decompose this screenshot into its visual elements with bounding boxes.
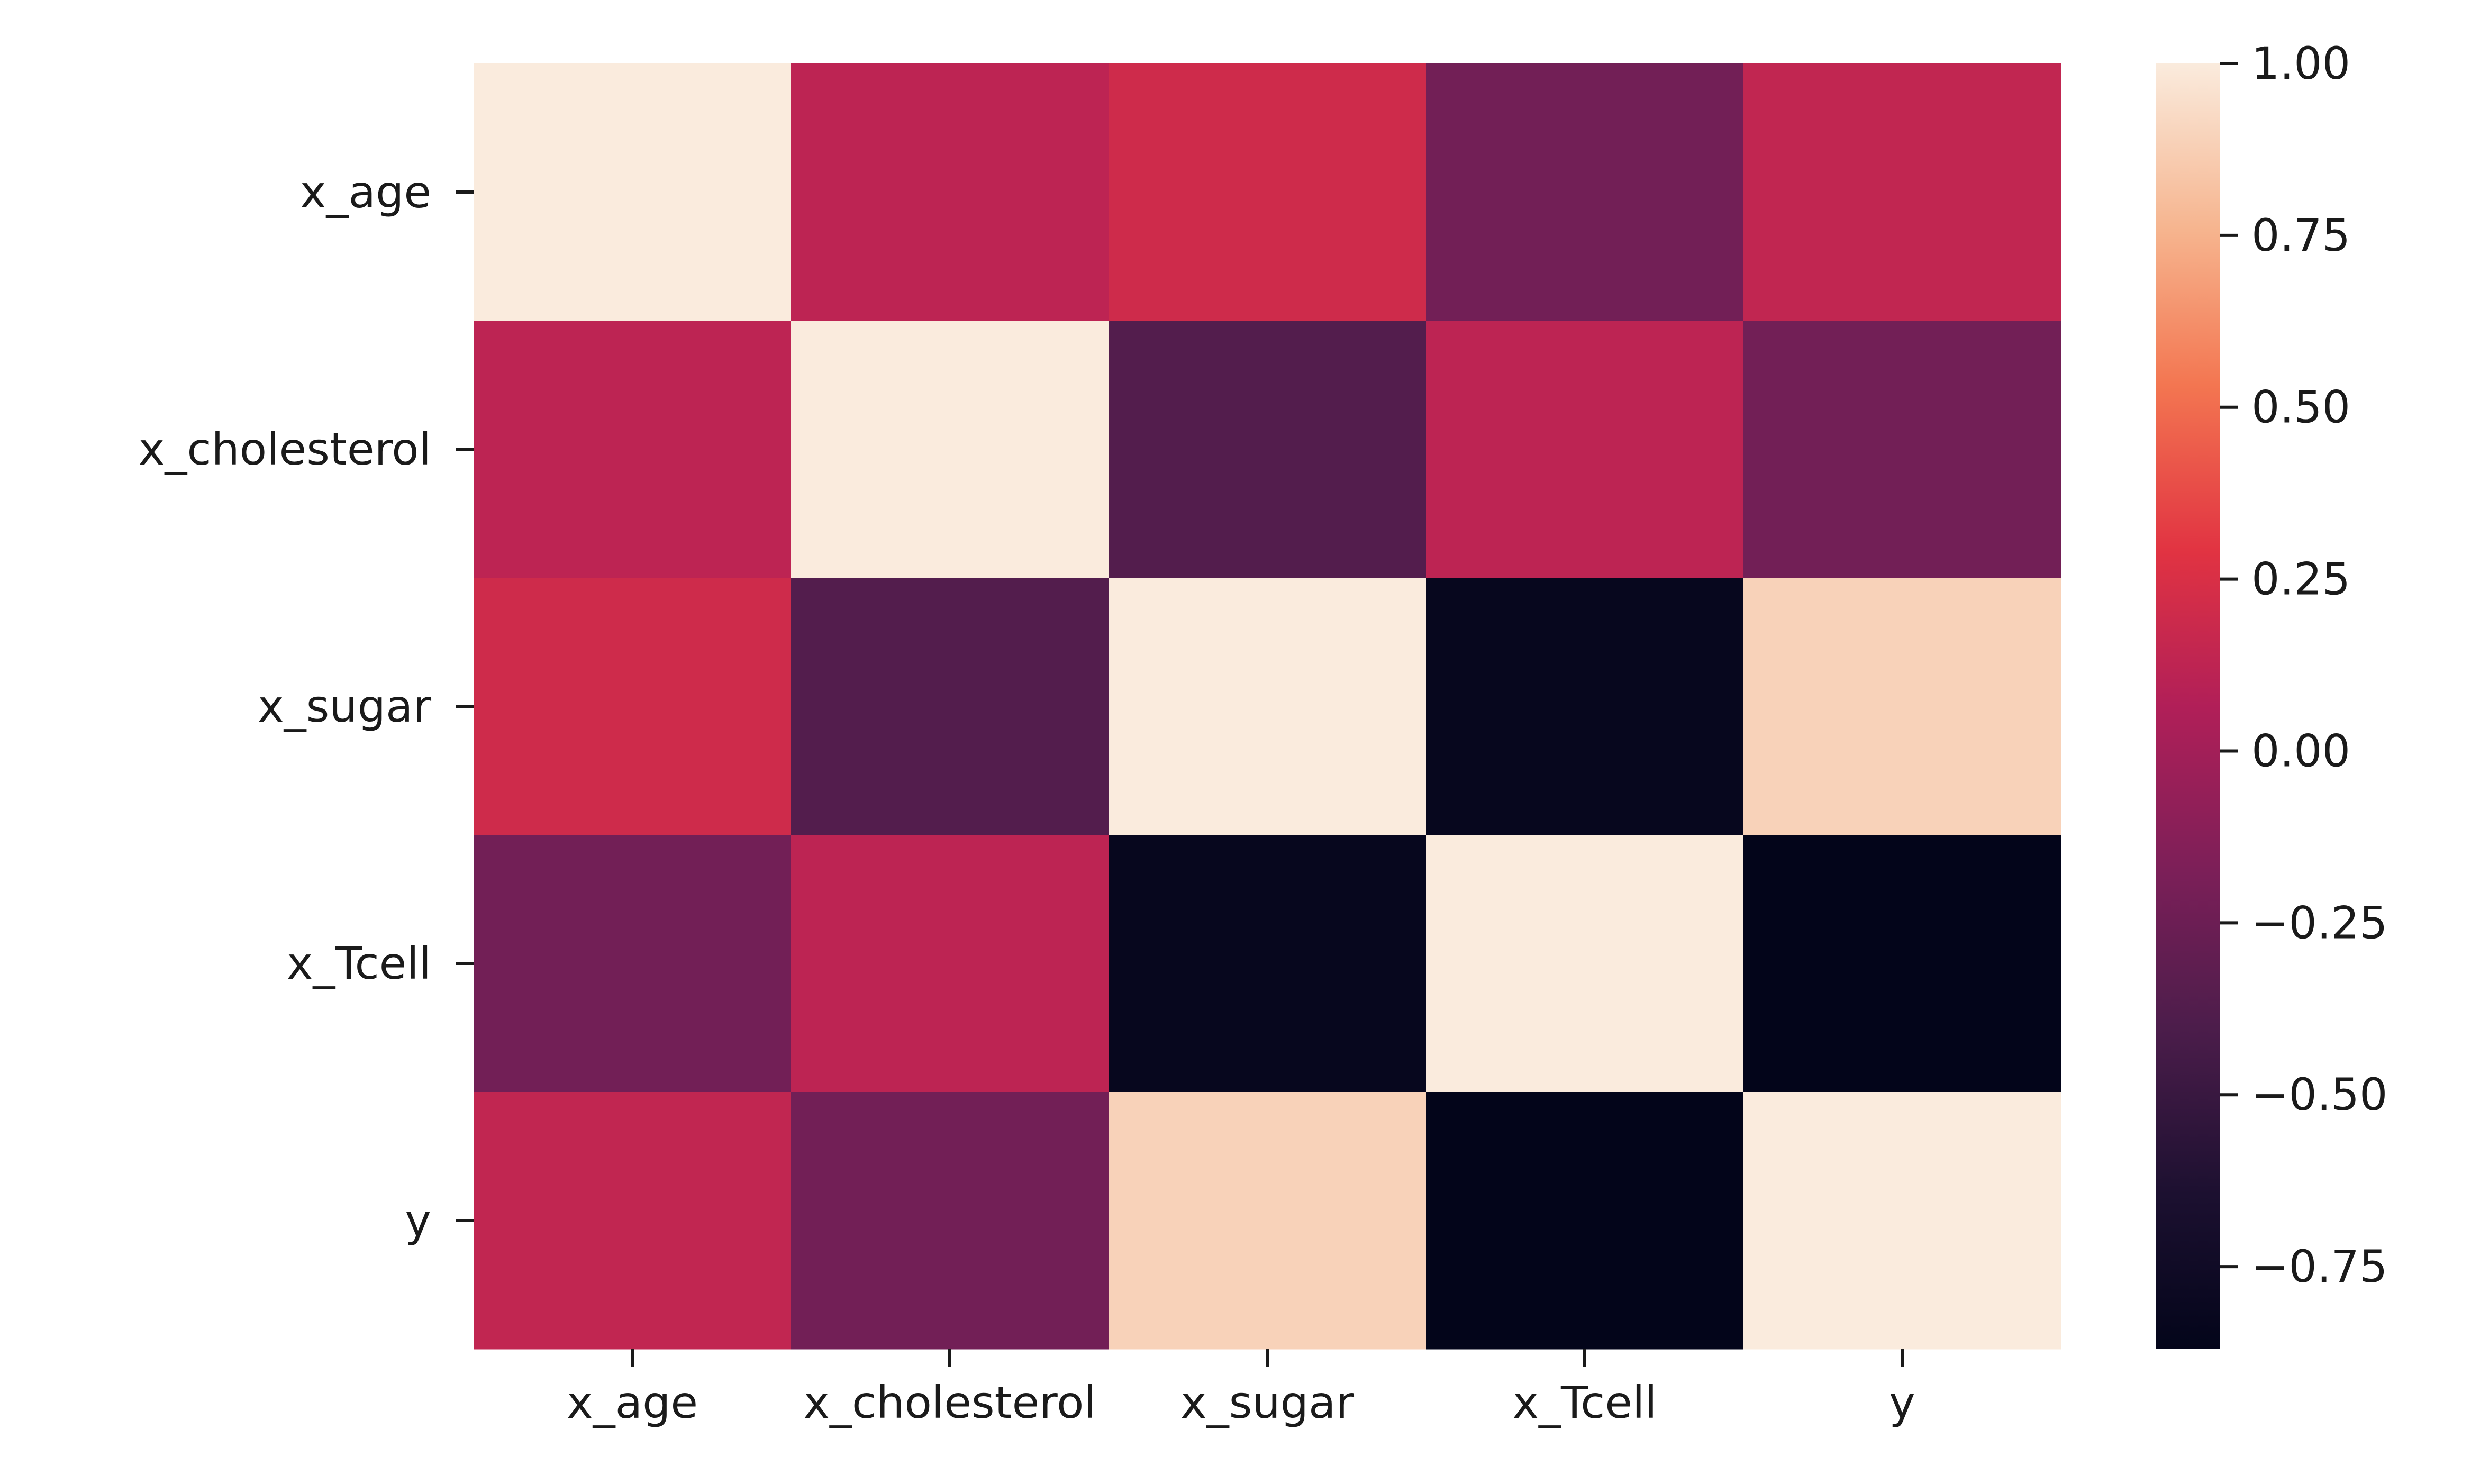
- heatmap-cell-1-1: [791, 321, 1109, 578]
- x-tick-label-3: x_Tcell: [1512, 1377, 1657, 1428]
- colorbar-tick-label-5: −0.25: [2251, 897, 2387, 949]
- colorbar-tick-label-1: 0.75: [2251, 210, 2350, 261]
- y-tick-label-2: x_sugar: [258, 680, 432, 732]
- x-tick-label-4: y: [1889, 1377, 1915, 1428]
- heatmap-cell-2-0: [474, 578, 792, 835]
- heatmap-cell-1-0: [474, 321, 792, 578]
- heatmap-cell-2-3: [1426, 578, 1744, 835]
- y-tick-label-0: x_age: [300, 166, 431, 218]
- colorbar-tick-label-3: 0.25: [2251, 553, 2350, 605]
- heatmap-cell-4-4: [1743, 1092, 2061, 1350]
- x-tick-label-0: x_age: [567, 1377, 698, 1428]
- heatmap-cell-0-1: [791, 63, 1109, 321]
- x-tick-label-1: x_cholesterol: [803, 1377, 1096, 1428]
- heatmap-cell-0-3: [1426, 63, 1744, 321]
- heatmap-cell-4-3: [1426, 1092, 1744, 1350]
- colorbar-tick-label-2: 0.50: [2251, 381, 2350, 433]
- colorbar-ticks: 1.00 0.75 0.50 0.25 0.00 −0.25 −0.50 −0.75: [2220, 38, 2387, 1292]
- x-axis-ticks: x_age x_cholesterol x_sugar x_Tcell y: [567, 1349, 1915, 1428]
- y-tick-label-1: x_cholesterol: [139, 423, 431, 475]
- y-tick-label-3: x_Tcell: [287, 937, 431, 989]
- colorbar-tick-label-6: −0.50: [2251, 1069, 2387, 1121]
- colorbar-tick-label-0: 1.00: [2251, 38, 2350, 89]
- heatmap-cell-4-0: [474, 1092, 792, 1350]
- heatmap-cell-0-4: [1743, 63, 2061, 321]
- heatmap-cell-0-0: [474, 63, 792, 321]
- heatmap-cell-1-2: [1109, 321, 1427, 578]
- heatmap-cell-3-3: [1426, 835, 1744, 1092]
- colorbar: [2156, 63, 2220, 1349]
- heatmap-cell-3-4: [1743, 835, 2061, 1092]
- colorbar-tick-label-7: −0.75: [2251, 1241, 2387, 1292]
- heatmap-cell-1-4: [1743, 321, 2061, 578]
- heatmap-cell-4-1: [791, 1092, 1109, 1350]
- heatmap-cell-4-2: [1109, 1092, 1427, 1350]
- heatmap-cell-3-2: [1109, 835, 1427, 1092]
- heatmap-cell-2-2: [1109, 578, 1427, 835]
- x-tick-label-2: x_sugar: [1180, 1377, 1355, 1428]
- heatmap-cell-2-4: [1743, 578, 2061, 835]
- heatmap-cell-0-2: [1109, 63, 1427, 321]
- heatmap-cell-2-1: [791, 578, 1109, 835]
- heatmap-cells: [474, 63, 2061, 1350]
- heatmap-cell-1-3: [1426, 321, 1744, 578]
- y-tick-label-4: y: [405, 1195, 431, 1246]
- colorbar-tick-label-4: 0.00: [2251, 725, 2350, 777]
- heatmap-cell-3-0: [474, 835, 792, 1092]
- heatmap-cell-3-1: [791, 835, 1109, 1092]
